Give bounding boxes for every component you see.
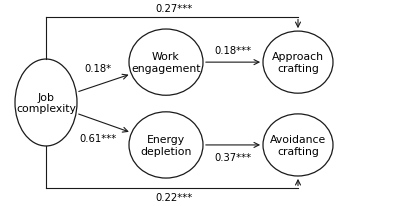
Text: Job
complexity: Job complexity [16, 92, 76, 114]
Text: 0.18***: 0.18*** [215, 46, 252, 56]
Text: Energy
depletion: Energy depletion [140, 135, 192, 156]
Text: Work
engagement: Work engagement [131, 52, 201, 74]
Text: 0.37***: 0.37*** [215, 152, 252, 162]
Text: 0.22***: 0.22*** [155, 192, 193, 202]
Text: 0.61***: 0.61*** [79, 133, 117, 143]
Text: Approach
crafting: Approach crafting [272, 52, 324, 74]
Text: 0.18*: 0.18* [84, 64, 112, 74]
Text: Avoidance
crafting: Avoidance crafting [270, 135, 326, 156]
Text: 0.27***: 0.27*** [155, 4, 193, 14]
